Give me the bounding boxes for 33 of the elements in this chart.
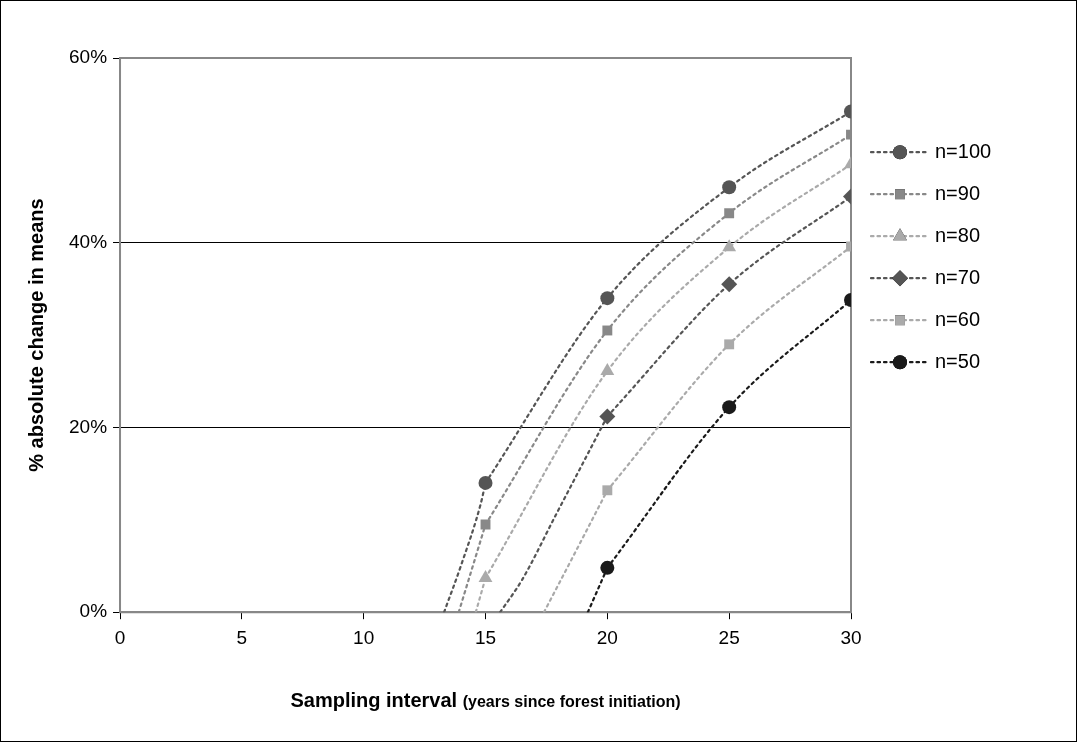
y-axis-title: % absolute change in means [24,198,47,472]
point [724,208,735,219]
point [600,363,615,376]
x-tick-label: 15 [474,626,497,648]
point [722,400,737,415]
y-tick-label: 60% [69,46,108,68]
point [478,475,493,490]
legend-label: n=60 [935,307,981,330]
x-tick-label: 5 [236,626,248,648]
legend-label: n=80 [935,223,981,246]
point [722,239,737,252]
x-tick-label: 25 [718,626,740,648]
point [478,570,493,583]
legend-label: n=90 [935,181,981,204]
point [600,291,615,306]
x-axis-title: Sampling interval (years since forest initiation) [290,689,681,712]
point [721,276,738,293]
x-tick-label: 30 [840,626,862,648]
legend-label: n=50 [935,349,981,372]
point [600,560,615,575]
point [724,339,735,350]
legend-label: n=100 [935,139,992,162]
y-tick-label: 40% [69,230,108,252]
point [722,180,737,195]
y-tick-label: 20% [69,415,108,437]
x-tick-label: 20 [596,626,618,648]
x-tick-label: 10 [353,626,375,648]
point [599,408,616,425]
x-tick-label: 0 [114,626,126,648]
y-tick-label: 0% [79,600,108,622]
legend-label: n=70 [935,265,981,288]
point [602,485,613,496]
point [602,325,613,336]
